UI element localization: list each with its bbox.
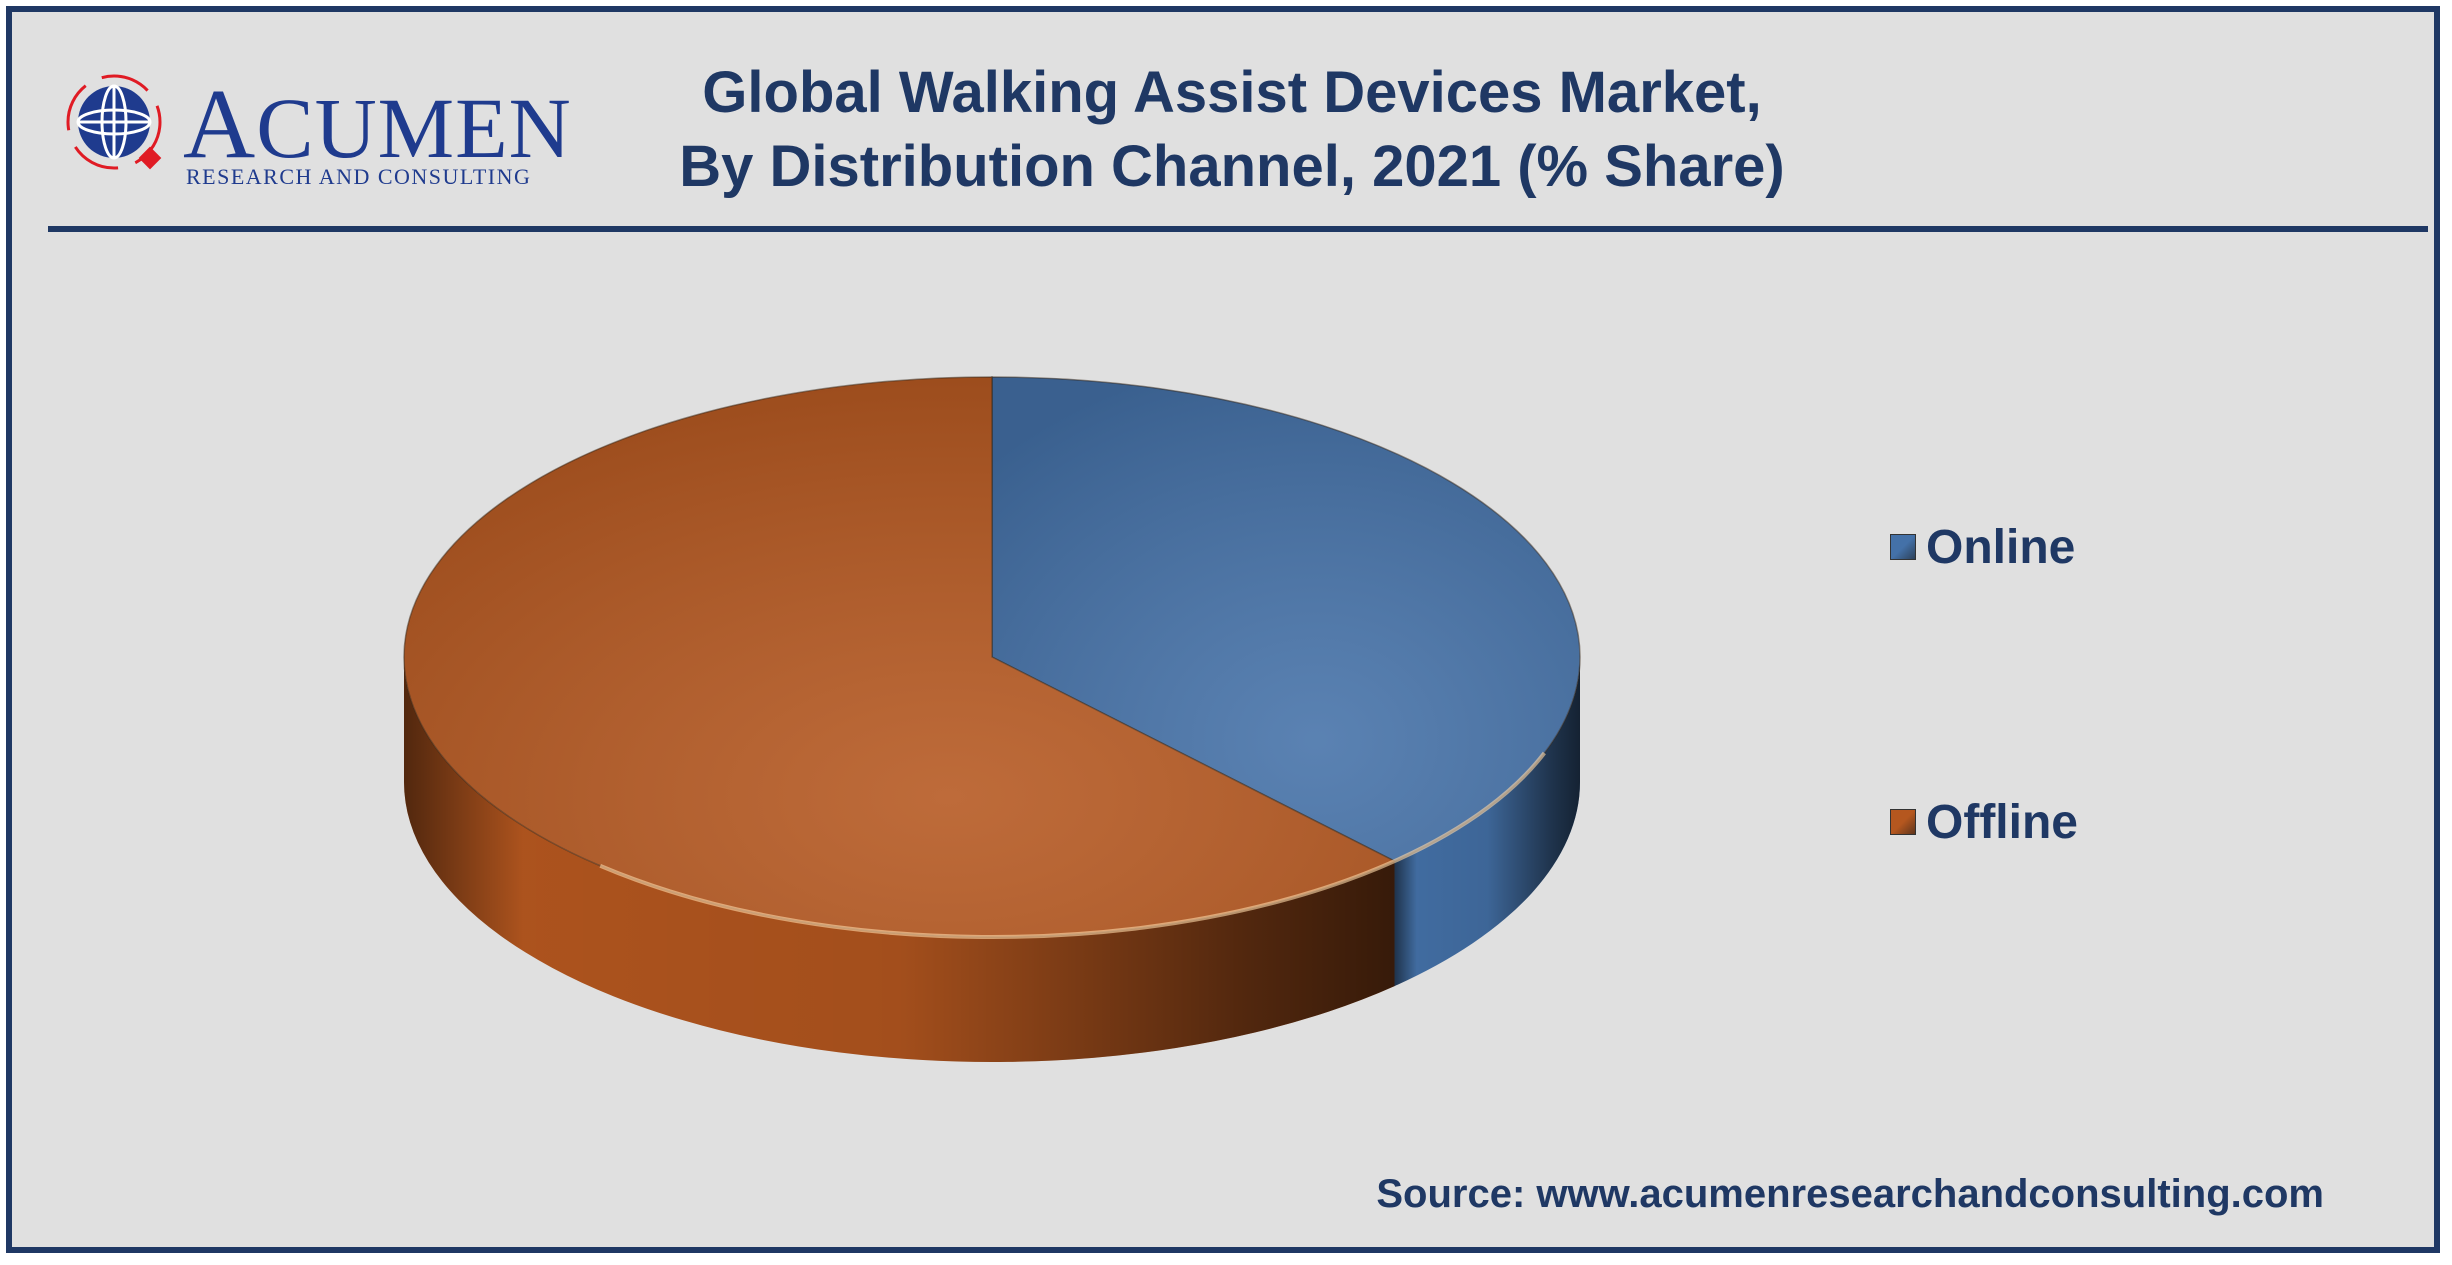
chart-title-line-1: Global Walking Assist Devices Market, (702, 60, 1762, 125)
title-divider (48, 226, 2428, 232)
globe-icon (66, 74, 162, 170)
pie-side-offline-shade (404, 657, 1395, 1062)
chart-title-line-2: By Distribution Channel, 2021 (% Share) (679, 134, 1785, 199)
pie-side-online-shade (1394, 657, 1580, 987)
legend-label-offline: Offline (1926, 795, 2078, 849)
logo-initial: A (183, 68, 257, 179)
chart-frame: ACUMEN RESEARCH AND CONSULTING Global Wa… (6, 6, 2440, 1253)
legend-item-offline: Offline (1890, 792, 2078, 852)
source-note: Source: www.acumenresearchandconsulting.… (1376, 1172, 2324, 1216)
pie-chart (403, 376, 1581, 1062)
chart-title: Global Walking Assist Devices Market, By… (572, 56, 1892, 204)
legend-swatch-offline (1890, 809, 1916, 835)
pie-edge-highlight (599, 751, 1546, 939)
logo-wordmark: ACUMEN (183, 74, 572, 174)
legend-item-online: Online (1890, 517, 2075, 577)
logo-subtitle: RESEARCH AND CONSULTING (186, 164, 532, 189)
pie-slice-offline-shade (403, 377, 1395, 937)
legend-swatch-online (1890, 534, 1916, 560)
legend-label-online: Online (1926, 520, 2076, 574)
acumen-logo: ACUMEN RESEARCH AND CONSULTING (60, 60, 571, 190)
pie-slice-online-shade (992, 377, 1580, 862)
logo-wordmark-rest: CUMEN (256, 80, 572, 176)
